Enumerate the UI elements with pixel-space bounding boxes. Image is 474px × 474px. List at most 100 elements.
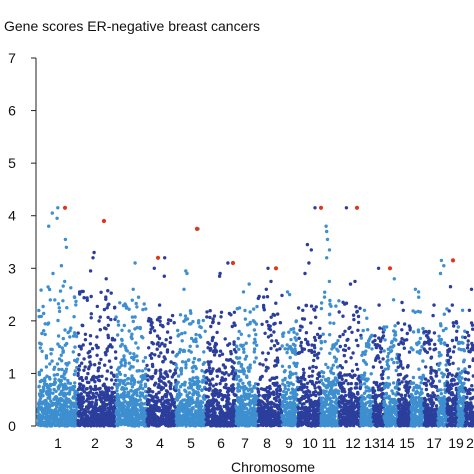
data-point bbox=[336, 349, 340, 353]
data-point bbox=[50, 403, 55, 407]
data-point bbox=[273, 414, 277, 418]
data-point bbox=[184, 363, 188, 367]
data-point bbox=[337, 310, 341, 314]
data-point bbox=[248, 310, 252, 314]
data-point bbox=[38, 346, 42, 350]
data-point bbox=[56, 334, 61, 338]
y-tick-label: 2 bbox=[8, 313, 16, 329]
data-point bbox=[319, 378, 324, 383]
data-point bbox=[82, 296, 86, 300]
peak-point bbox=[182, 287, 186, 291]
data-point bbox=[289, 337, 293, 342]
data-point bbox=[229, 352, 233, 356]
data-point bbox=[243, 357, 247, 361]
data-point bbox=[57, 367, 61, 372]
data-point bbox=[112, 374, 116, 378]
data-point bbox=[265, 421, 269, 425]
data-point bbox=[39, 342, 43, 346]
x-tick-label: 19 bbox=[448, 435, 464, 451]
data-point bbox=[318, 326, 322, 331]
data-point bbox=[39, 288, 43, 292]
data-point bbox=[224, 371, 228, 375]
data-point bbox=[266, 335, 271, 339]
data-point bbox=[103, 363, 107, 367]
data-point bbox=[157, 354, 161, 358]
data-point bbox=[254, 414, 258, 418]
data-point bbox=[274, 339, 278, 343]
data-point bbox=[149, 418, 153, 422]
data-point bbox=[294, 371, 298, 376]
data-point bbox=[155, 417, 159, 422]
data-point bbox=[241, 343, 246, 347]
data-point bbox=[161, 359, 165, 364]
data-point bbox=[191, 376, 195, 380]
data-point bbox=[264, 369, 268, 373]
data-point bbox=[210, 377, 215, 381]
data-point bbox=[211, 317, 215, 321]
data-point bbox=[195, 414, 199, 418]
data-point bbox=[247, 369, 251, 373]
peak-point bbox=[217, 274, 222, 278]
data-point bbox=[96, 369, 100, 373]
data-point bbox=[261, 423, 265, 428]
data-point bbox=[234, 344, 239, 349]
data-point bbox=[258, 377, 262, 382]
data-point bbox=[134, 341, 138, 345]
data-point bbox=[230, 371, 234, 376]
data-point bbox=[86, 421, 90, 426]
data-point bbox=[110, 386, 114, 390]
data-point bbox=[328, 351, 332, 355]
data-point bbox=[214, 382, 218, 386]
data-point bbox=[42, 382, 47, 386]
data-point bbox=[218, 349, 223, 353]
data-point bbox=[66, 391, 70, 396]
data-point bbox=[85, 399, 89, 403]
data-point bbox=[127, 361, 131, 365]
data-point bbox=[239, 343, 243, 347]
data-point bbox=[149, 404, 153, 409]
data-point bbox=[253, 402, 257, 406]
data-point bbox=[285, 419, 289, 424]
data-point bbox=[54, 422, 59, 426]
data-point bbox=[321, 370, 326, 375]
data-point bbox=[217, 369, 222, 373]
data-point bbox=[145, 363, 149, 368]
data-point bbox=[258, 415, 263, 420]
data-point bbox=[106, 289, 110, 293]
data-point bbox=[60, 359, 64, 363]
data-point bbox=[289, 371, 293, 376]
data-point bbox=[344, 393, 348, 398]
data-point bbox=[197, 333, 202, 337]
data-point bbox=[43, 421, 47, 425]
data-point bbox=[277, 384, 281, 389]
data-point bbox=[43, 411, 47, 415]
data-point bbox=[165, 390, 170, 394]
data-point bbox=[347, 408, 352, 412]
data-point bbox=[69, 406, 73, 411]
data-point bbox=[183, 388, 187, 392]
data-point bbox=[124, 387, 129, 391]
data-point bbox=[157, 406, 161, 410]
data-point bbox=[313, 308, 317, 312]
data-point bbox=[350, 369, 355, 373]
peak-point bbox=[63, 237, 68, 242]
data-point bbox=[313, 386, 317, 390]
data-point bbox=[74, 405, 79, 410]
data-point bbox=[202, 421, 206, 425]
data-point bbox=[40, 331, 44, 336]
data-point bbox=[170, 313, 175, 318]
data-point bbox=[269, 346, 273, 351]
data-point bbox=[207, 366, 212, 370]
data-point bbox=[231, 413, 235, 418]
data-point bbox=[117, 421, 121, 425]
data-point bbox=[41, 394, 45, 398]
data-point bbox=[344, 402, 349, 406]
data-point bbox=[232, 410, 236, 414]
data-point bbox=[327, 312, 332, 317]
data-point bbox=[82, 423, 86, 427]
data-point bbox=[287, 395, 292, 399]
data-point bbox=[197, 406, 201, 411]
data-point bbox=[63, 422, 67, 426]
data-point bbox=[346, 421, 350, 425]
data-point bbox=[99, 357, 103, 362]
